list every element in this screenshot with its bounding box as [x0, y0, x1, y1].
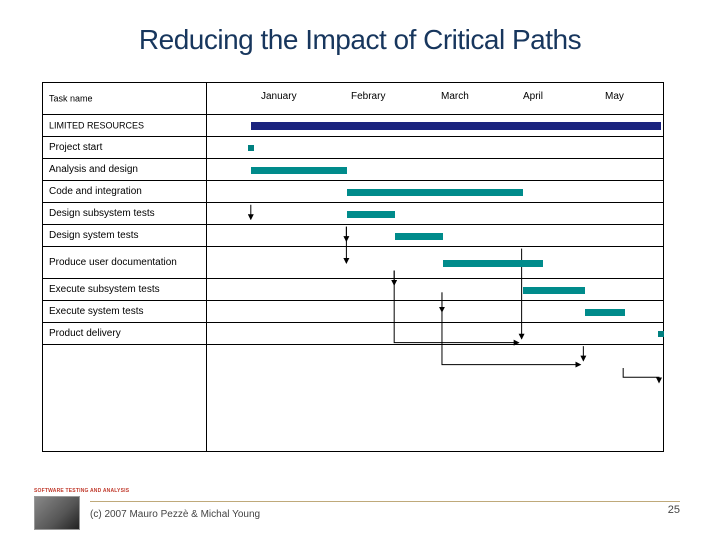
- month-label: April: [523, 91, 543, 102]
- timeline-column: January Febrary March April May: [207, 83, 663, 451]
- month-label: January: [261, 91, 297, 102]
- timeline-row: [207, 279, 663, 301]
- task-label-column: Task name LIMITED RESOURCES Project start…: [43, 83, 207, 451]
- table-row: Product delivery: [43, 323, 206, 345]
- task-label: Design subsystem tests: [49, 208, 155, 220]
- task-label: Analysis and design: [49, 164, 138, 176]
- milestone-icon: [248, 145, 254, 151]
- gantt-bar: [585, 309, 625, 316]
- month-label: May: [605, 91, 624, 102]
- timeline-row: [207, 203, 663, 225]
- table-row: Produce user documentation: [43, 247, 206, 279]
- page-title: Reducing the Impact of Critical Paths: [0, 24, 720, 56]
- table-row: Code and integration: [43, 181, 206, 203]
- gantt-bar: [395, 233, 443, 240]
- gantt-bar: [523, 287, 585, 294]
- table-row: Design subsystem tests: [43, 203, 206, 225]
- task-label: Project start: [49, 142, 102, 154]
- table-row: Execute system tests: [43, 301, 206, 323]
- gantt-bar: [443, 260, 543, 267]
- timeline-row: [207, 137, 663, 159]
- timeline-row: [207, 247, 663, 279]
- gantt-bar: [251, 167, 347, 174]
- task-label: Product delivery: [49, 328, 121, 340]
- gantt-bar: [347, 211, 395, 218]
- month-label: March: [441, 91, 469, 102]
- gantt-bar: [251, 122, 661, 130]
- book-logo-text: SOFTWARE TESTING AND ANALYSIS: [34, 488, 129, 494]
- task-label: Code and integration: [49, 186, 142, 198]
- table-row: LIMITED RESOURCES: [43, 115, 206, 137]
- table-row: Design system tests: [43, 225, 206, 247]
- book-logo-icon: [34, 496, 80, 530]
- milestone-icon: [658, 331, 664, 337]
- gantt-chart: Task name LIMITED RESOURCES Project start…: [42, 82, 664, 452]
- table-row: Analysis and design: [43, 159, 206, 181]
- table-row: Project start: [43, 137, 206, 159]
- copyright-text: (c) 2007 Mauro Pezzè & Michal Young: [90, 509, 260, 520]
- label-col-header: Task name: [49, 93, 93, 104]
- task-label: Execute subsystem tests: [49, 284, 160, 296]
- timeline-row: [207, 323, 663, 345]
- table-row: Execute subsystem tests: [43, 279, 206, 301]
- task-label: LIMITED RESOURCES: [49, 120, 144, 131]
- month-label: Febrary: [351, 91, 385, 102]
- month-header: January Febrary March April May: [207, 83, 663, 115]
- page-number: 25: [668, 504, 680, 516]
- task-label: Design system tests: [49, 230, 138, 242]
- task-label: Produce user documentation: [49, 257, 199, 269]
- gantt-bar: [347, 189, 523, 196]
- footer: (c) 2007 Mauro Pezzè & Michal Young 25: [90, 501, 680, 522]
- task-label: Execute system tests: [49, 306, 143, 318]
